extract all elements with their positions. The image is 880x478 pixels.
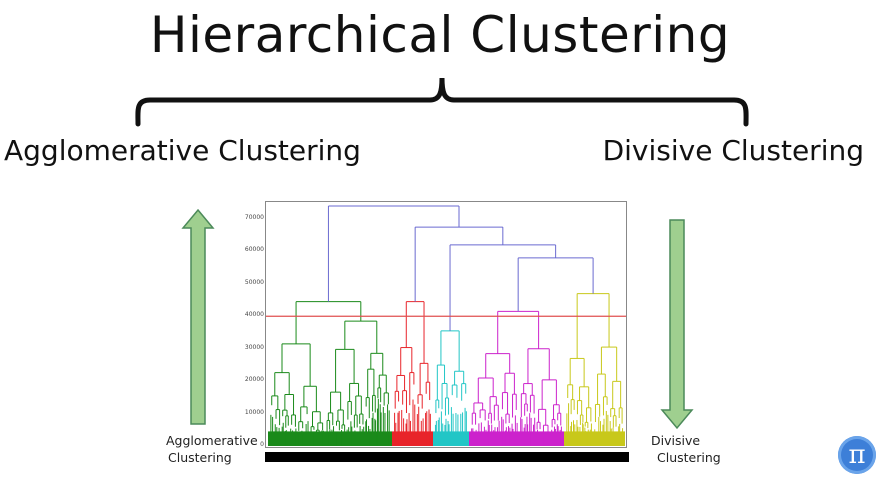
cluster-leaf-band: [469, 431, 564, 446]
pi-logo-icon: π: [838, 436, 876, 474]
divisive-arrow-label-line1: Divisive: [651, 433, 701, 448]
up-arrow-icon: [181, 208, 215, 425]
dendrogram-svg: [266, 205, 626, 446]
y-tick-label: 70000: [244, 213, 264, 221]
y-tick-label: 20000: [244, 376, 264, 384]
agglomerative-heading: Agglomerative Clustering: [4, 134, 361, 167]
agglomerative-arrow-label-line2: Clustering: [168, 450, 232, 465]
agglomerative-arrow-label: Agglomerative Clustering: [166, 432, 258, 466]
y-tick-label: 0: [260, 441, 264, 448]
divisive-heading: Divisive Clustering: [602, 134, 864, 167]
page-title: Hierarchical Clustering: [149, 6, 731, 64]
y-tick-label: 60000: [244, 246, 264, 254]
curly-brace: [135, 77, 749, 127]
baseline-bar: [265, 452, 629, 462]
agglomerative-arrow-label-line1: Agglomerative: [166, 433, 258, 448]
divisive-arrow-label-line2: Clustering: [657, 450, 721, 465]
down-arrow-icon: [660, 219, 694, 430]
y-tick-label: 30000: [244, 343, 264, 351]
y-tick-label: 50000: [244, 278, 264, 286]
y-tick-label: 40000: [244, 311, 264, 319]
dendrogram-plot: [265, 201, 627, 448]
divisive-arrow-label: Divisive Clustering: [651, 432, 721, 466]
y-tick-label: 10000: [244, 408, 264, 416]
